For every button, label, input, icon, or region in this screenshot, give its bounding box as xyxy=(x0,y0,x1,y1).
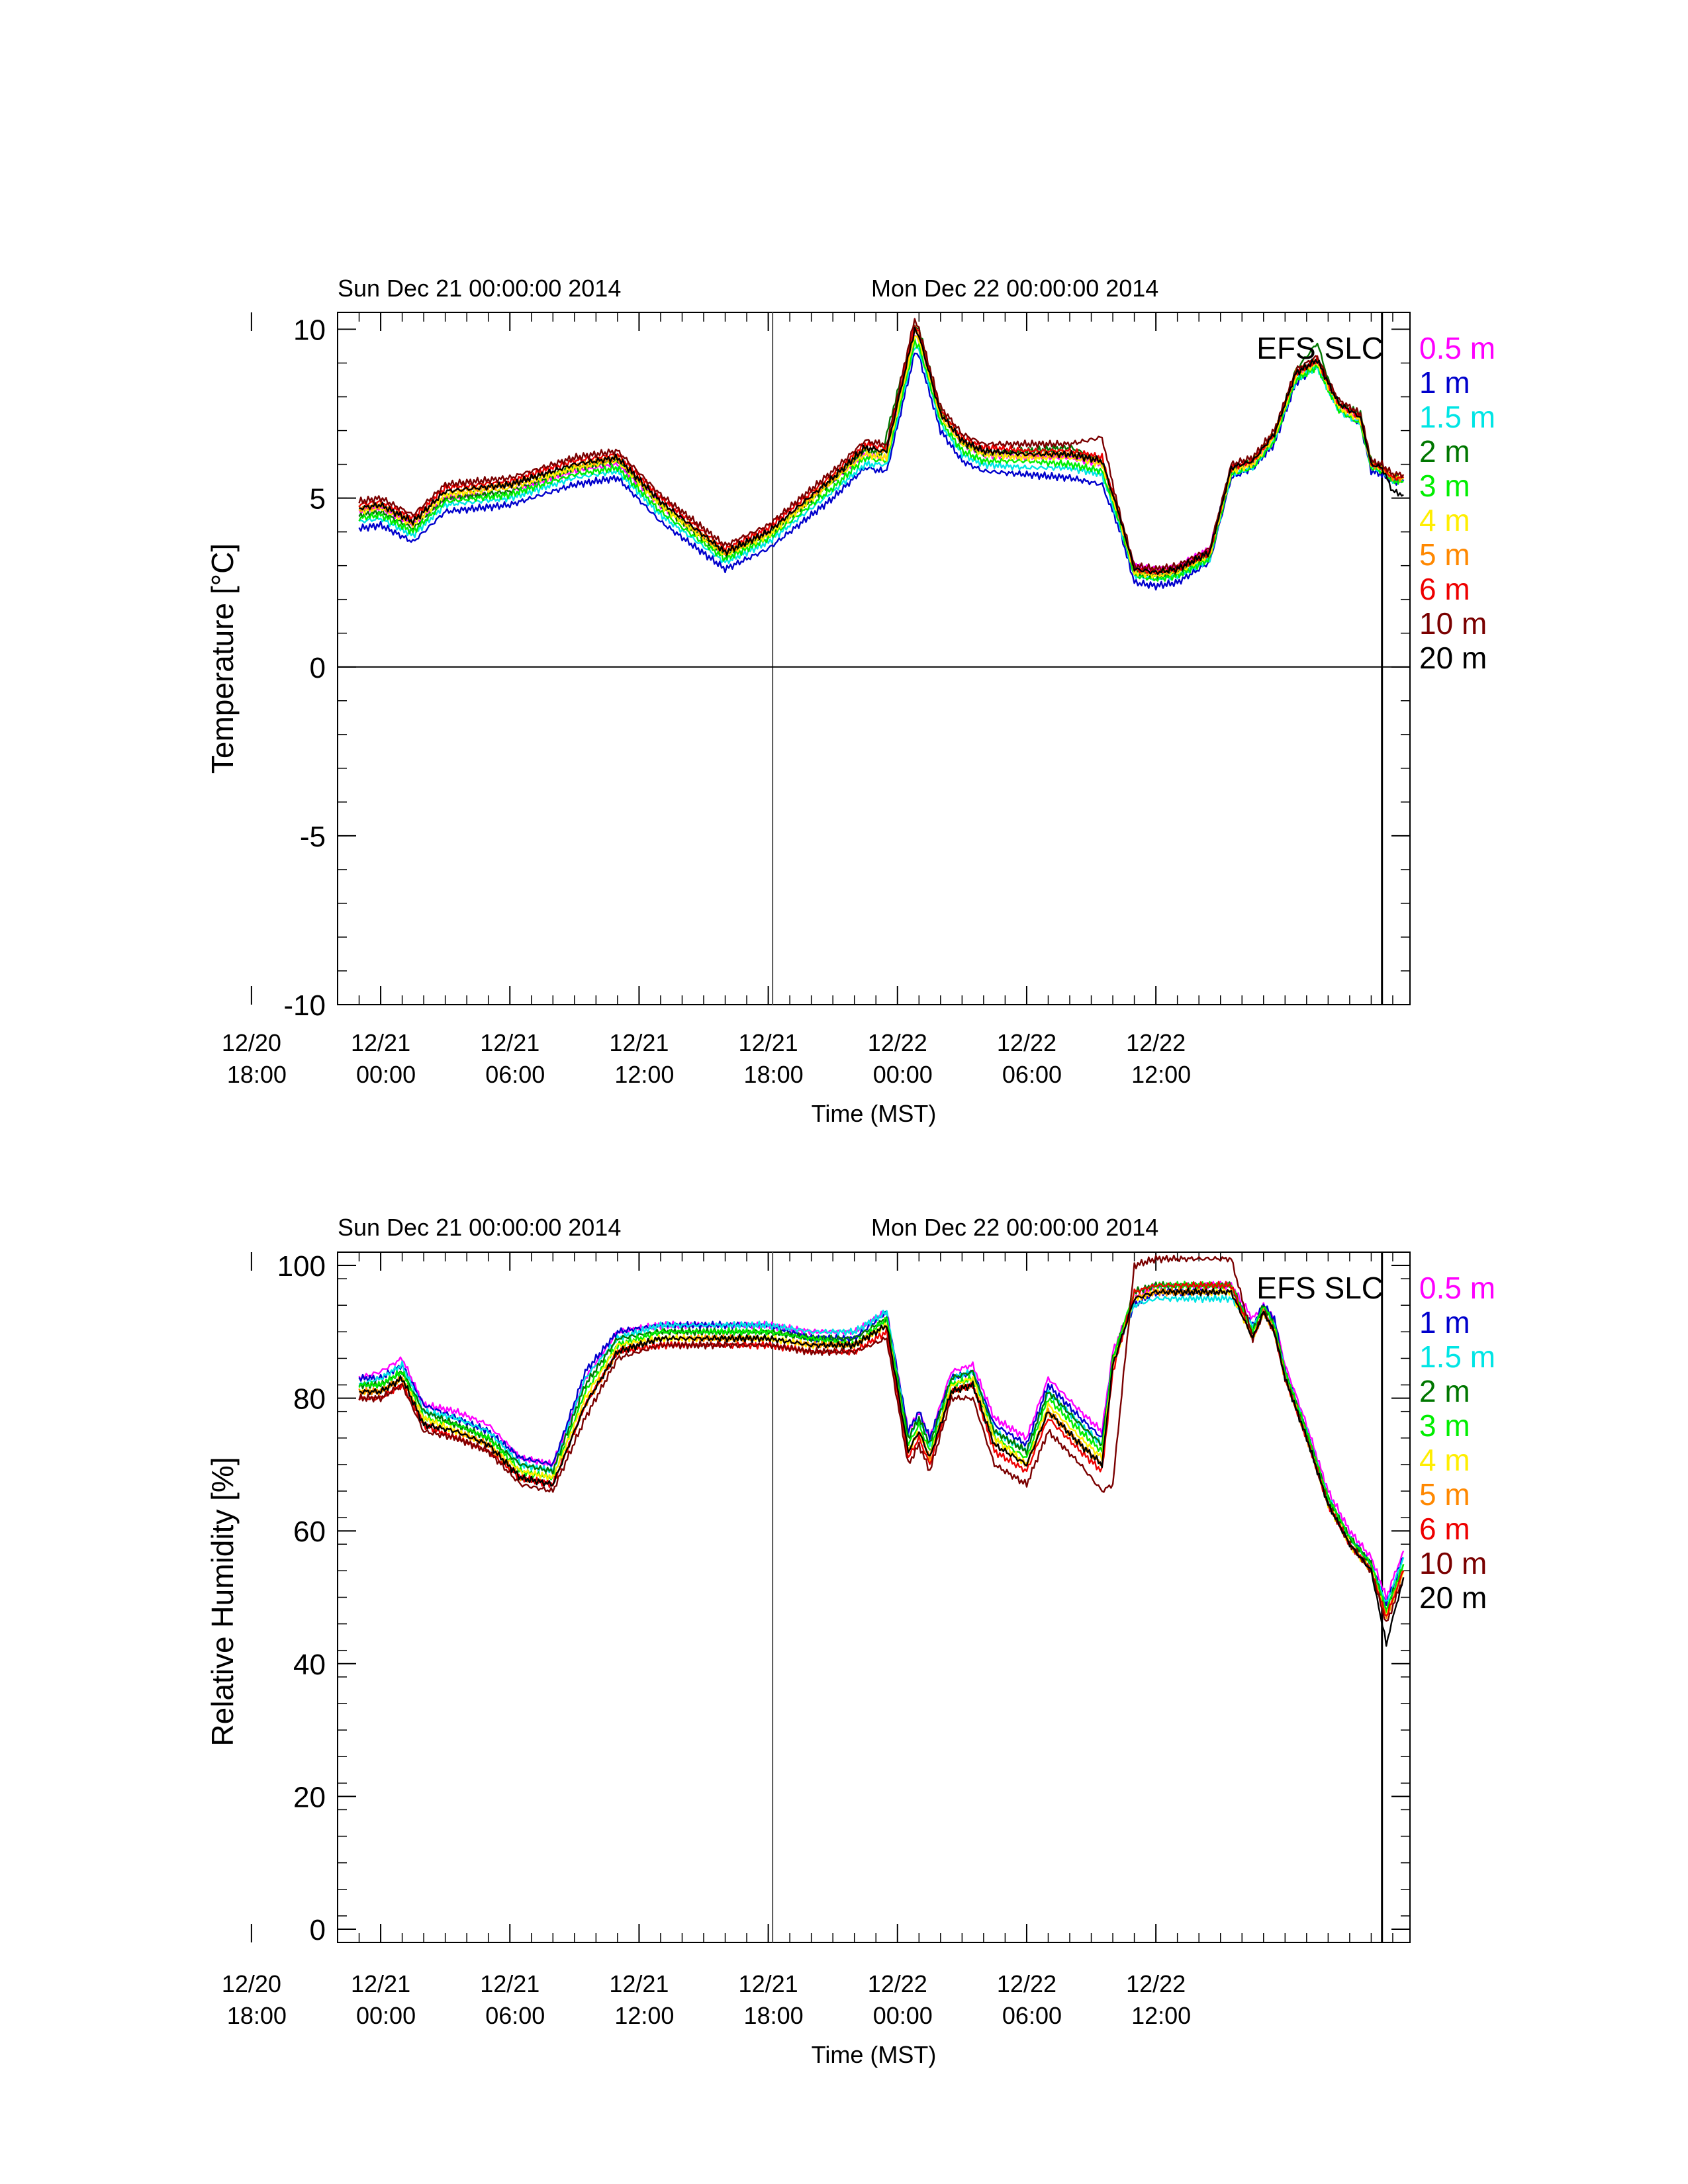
x-tick-date: 12/22 xyxy=(997,1970,1056,1997)
legend-entry: 3 m xyxy=(1419,1408,1470,1443)
legend-entry: 2 m xyxy=(1419,1374,1470,1408)
series-line-4-m xyxy=(358,335,1404,579)
y-tick-label: 60 xyxy=(293,1516,326,1548)
legend-entry: 1 m xyxy=(1419,365,1470,400)
x-tick-time: 00:00 xyxy=(356,1061,416,1088)
legend-entry: 4 m xyxy=(1419,503,1470,537)
x-tick-time: 18:00 xyxy=(227,2002,287,2029)
legend-entry: 1 m xyxy=(1419,1305,1470,1340)
temperature-panel: -10 -5 0 5 10 12/20 18:00 12/21 00:00 12/21 06:00 1… xyxy=(205,275,1495,1127)
x-tick-date: 12/21 xyxy=(739,1029,798,1056)
x-tick-date: 12/21 xyxy=(480,1029,539,1056)
series-line-1-m xyxy=(358,352,1405,591)
y-axis-title: Temperature [°C] xyxy=(205,543,240,774)
legend-entry: 2 m xyxy=(1419,434,1470,469)
legend-entry: 4 m xyxy=(1419,1443,1470,1477)
x-tick-date: 12/22 xyxy=(1126,1029,1186,1056)
y-tick-label: -5 xyxy=(300,821,326,853)
y-tick-label: 5 xyxy=(310,483,326,516)
legend-entry: 1.5 m xyxy=(1419,400,1495,434)
date-label-day1: Sun Dec 21 00:00:00 2014 xyxy=(338,275,621,302)
y-tick-label: 10 xyxy=(293,314,326,347)
legend-entry: 6 m xyxy=(1419,572,1470,606)
legend-entry: 10 m xyxy=(1419,606,1487,641)
series-line-1-m xyxy=(358,1287,1404,1607)
series-line-20-m xyxy=(359,326,1404,575)
x-tick-date: 12/21 xyxy=(351,1970,410,1997)
x-tick-date: 12/22 xyxy=(997,1029,1056,1056)
series-line-6-m xyxy=(358,1281,1405,1617)
legend-entry: 10 m xyxy=(1419,1546,1487,1580)
x-tick-date: 12/21 xyxy=(609,1029,669,1056)
y-tick-label: 40 xyxy=(293,1649,326,1681)
date-label-day2: Mon Dec 22 00:00:00 2014 xyxy=(871,1214,1158,1241)
legend-entry: 1.5 m xyxy=(1419,1340,1495,1374)
y-tick-label: 0 xyxy=(310,652,326,684)
date-label-day2: Mon Dec 22 00:00:00 2014 xyxy=(871,275,1158,302)
y-axis-title: Relative Humidity [%] xyxy=(205,1457,240,1746)
plot-frame xyxy=(337,312,1411,1005)
x-tick-date: 12/22 xyxy=(868,1970,927,1997)
date-label-day1: Sun Dec 21 00:00:00 2014 xyxy=(338,1214,621,1241)
x-tick-time: 00:00 xyxy=(873,1061,933,1088)
legend-entry: 5 m xyxy=(1419,537,1470,572)
site-label: EFS SLC xyxy=(1256,1271,1383,1305)
legend-entry: 3 m xyxy=(1419,469,1470,503)
y-tick-label: 80 xyxy=(293,1383,326,1416)
x-tick-time: 18:00 xyxy=(744,2002,804,2029)
x-tick-time: 00:00 xyxy=(873,2002,933,2029)
series-line-10-m xyxy=(358,1254,1405,1622)
x-tick-date: 12/20 xyxy=(222,1970,281,1997)
x-tick-date: 12/21 xyxy=(609,1970,669,1997)
series-line-10-m xyxy=(358,318,1405,573)
x-tick-time: 06:00 xyxy=(485,1061,545,1088)
x-tick-date: 12/21 xyxy=(351,1029,410,1056)
x-axis-title: Time (MST) xyxy=(812,2041,937,2068)
y-tick-label: 20 xyxy=(293,1781,326,1813)
series-line-3-m xyxy=(358,338,1404,582)
series-line-20-m xyxy=(359,1287,1405,1647)
legend-entry: 5 m xyxy=(1419,1477,1470,1512)
legend-entry: 6 m xyxy=(1419,1512,1470,1546)
legend-entry: 0.5 m xyxy=(1419,331,1495,365)
series-lines xyxy=(358,318,1405,591)
humidity-panel: 0 20 40 60 80 100 12/20 18:00 12/21 00:00 12/21 06:… xyxy=(205,1214,1495,2068)
x-tick-time: 18:00 xyxy=(227,1061,287,1088)
x-tick-date: 12/21 xyxy=(739,1970,798,1997)
x-tick-time: 12:00 xyxy=(614,2002,674,2029)
x-tick-time: 12:00 xyxy=(614,1061,674,1088)
series-line-3-m xyxy=(358,1281,1405,1614)
y-tick-label: -10 xyxy=(283,989,326,1022)
x-tick-date: 12/21 xyxy=(480,1970,539,1997)
x-tick-time: 06:00 xyxy=(485,2002,545,2029)
x-tick-time: 06:00 xyxy=(1002,2002,1062,2029)
plot-frame xyxy=(337,1251,1411,1943)
x-tick-time: 12:00 xyxy=(1131,1061,1191,1088)
series-line-2-m xyxy=(358,1281,1405,1611)
series-line-1-5-m xyxy=(358,1294,1405,1602)
x-tick-time: 00:00 xyxy=(356,2002,416,2029)
site-label: EFS SLC xyxy=(1256,331,1383,365)
x-axis-title: Time (MST) xyxy=(812,1100,937,1127)
x-tick-date: 12/20 xyxy=(222,1029,281,1056)
x-tick-time: 12:00 xyxy=(1131,2002,1191,2029)
legend-entry: 0.5 m xyxy=(1419,1271,1495,1305)
x-tick-time: 06:00 xyxy=(1002,1061,1062,1088)
series-lines xyxy=(358,1254,1405,1647)
x-tick-time: 18:00 xyxy=(744,1061,804,1088)
y-tick-label: 0 xyxy=(310,1914,326,1946)
legend-entry: 20 m xyxy=(1419,641,1487,675)
x-tick-date: 12/22 xyxy=(868,1029,927,1056)
x-tick-date: 12/22 xyxy=(1126,1970,1186,1997)
y-tick-label: 100 xyxy=(277,1250,326,1283)
legend-entry: 20 m xyxy=(1419,1580,1487,1615)
